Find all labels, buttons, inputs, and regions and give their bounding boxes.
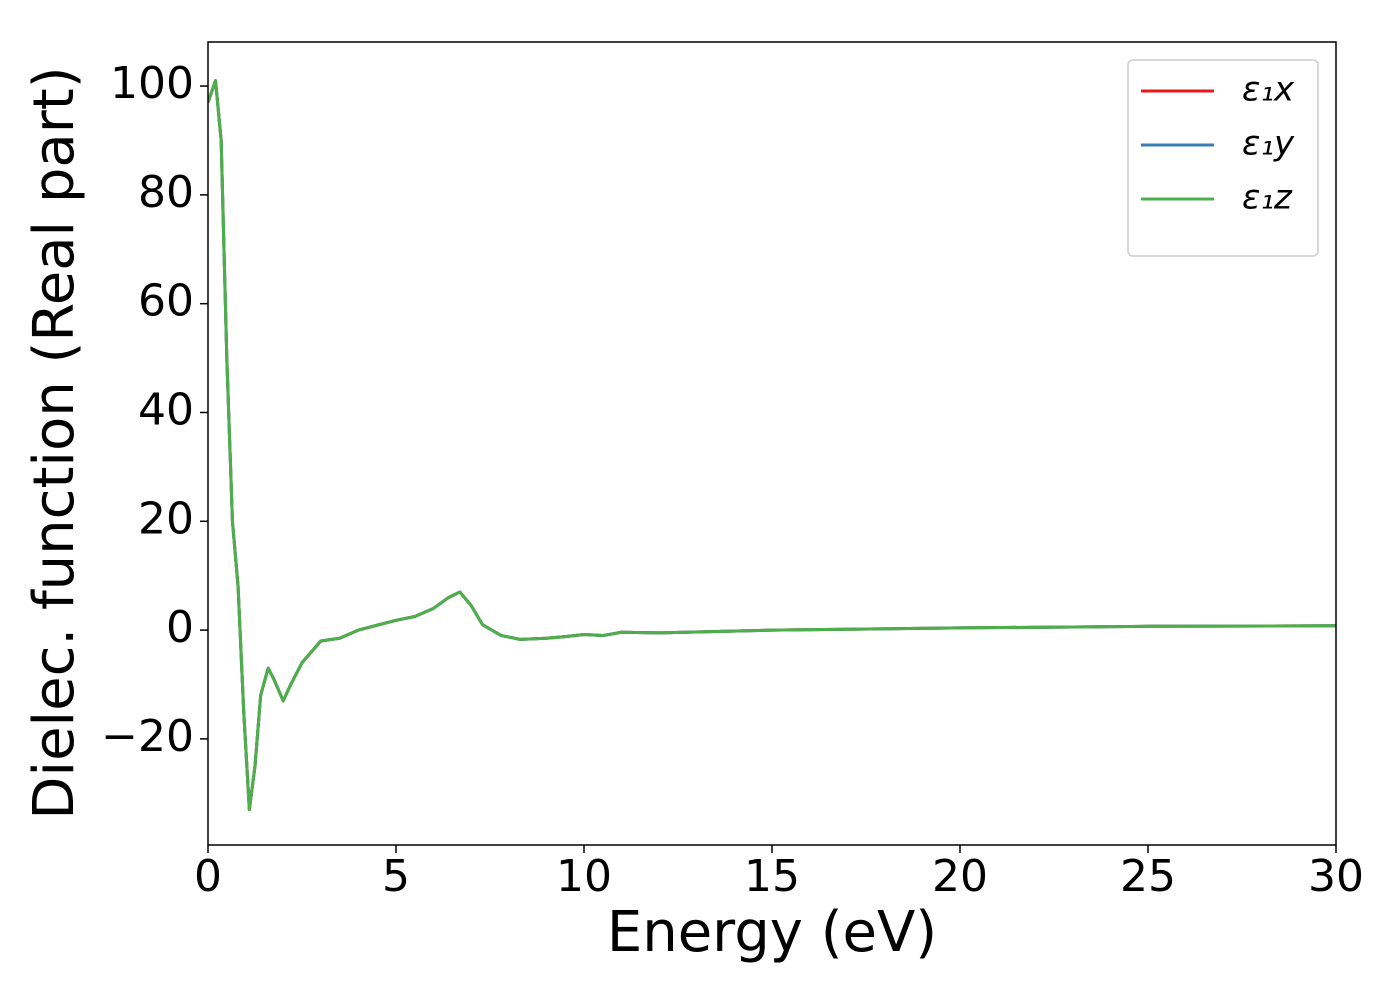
y-tick-label: 100 [110, 58, 194, 109]
y-tick-label: 60 [138, 276, 194, 327]
y-tick-label: 80 [138, 167, 194, 218]
legend-label: ε₁y [1242, 124, 1295, 164]
legend-label: ε₁z [1242, 178, 1293, 218]
y-tick-label: 20 [138, 493, 194, 544]
x-tick-label: 15 [744, 851, 800, 902]
data-line [208, 79, 1336, 812]
plot-frame [207, 41, 1337, 846]
x-tick-label: 10 [556, 851, 612, 902]
x-axis-label: Energy (eV) [607, 900, 937, 965]
x-tick-label: 20 [932, 851, 988, 902]
y-tick-label: 40 [138, 384, 194, 435]
x-tick-label: 5 [382, 851, 410, 902]
y-tick-label: −20 [101, 711, 194, 762]
y-tick-label: 0 [166, 602, 194, 653]
legend-label: ε₁x [1242, 70, 1295, 110]
x-tick-label: 25 [1120, 851, 1176, 902]
legend-box [1127, 59, 1319, 257]
x-tick-label: 0 [194, 851, 222, 902]
x-tick-label: 30 [1308, 851, 1364, 902]
y-axis-label: Dielec. function (Real part) [22, 66, 87, 819]
